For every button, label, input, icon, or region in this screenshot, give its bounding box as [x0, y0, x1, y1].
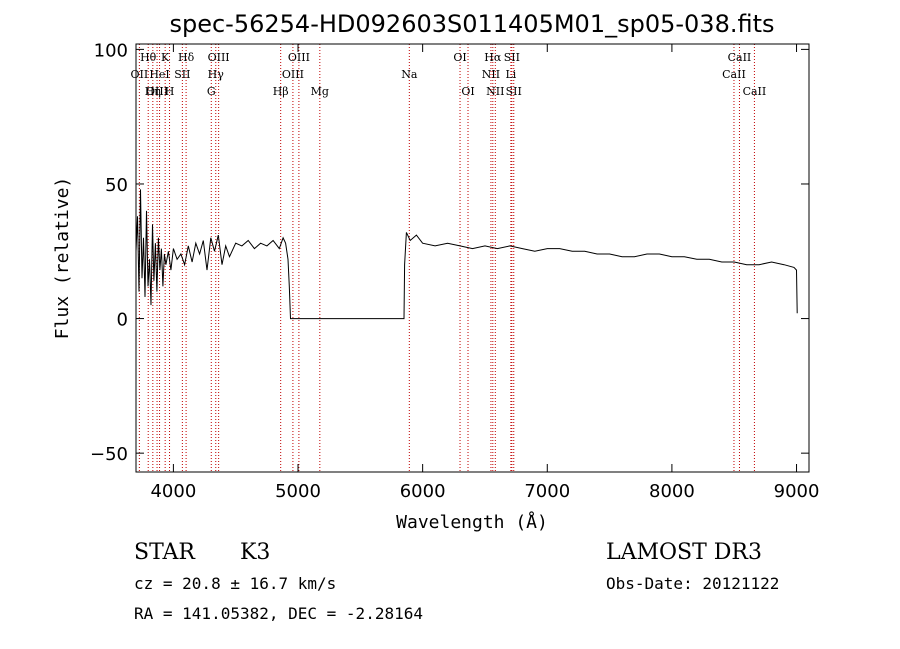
line-label-3: K — [161, 51, 170, 64]
line-label-18: OI — [461, 85, 474, 98]
line-label-6: SII — [174, 68, 190, 81]
line-label-10: Hγ — [208, 68, 225, 81]
spectrum-line — [135, 189, 798, 320]
y-tick-label-0: 100 — [94, 40, 128, 61]
line-label-5: Hη — [145, 85, 161, 98]
line-label-21: NII — [482, 68, 500, 81]
spectrum-series — [135, 189, 798, 320]
object-subclass: K3 — [240, 540, 270, 565]
plot-frame — [135, 43, 810, 473]
line-label-15: Mg — [311, 85, 329, 98]
y-axis-label: Flux (relative) — [52, 177, 73, 340]
spectral-line-markers — [138, 44, 755, 472]
y-tick-label-2: 0 — [117, 310, 128, 331]
obs-date-text: Obs-Date: 20121122 — [606, 574, 779, 593]
x-tick-label-0: 4000 — [150, 481, 196, 502]
y-axis: 100 50 0 −50 — [90, 40, 809, 465]
line-label-0: Hθ — [140, 51, 157, 64]
spectral-line-labels: Hθ OII OIII K HeI Hη SII H Hδ OIII Hγ G OIII OIII Hβ Mg… — [131, 51, 767, 98]
y-tick-label-3: −50 — [90, 444, 128, 465]
coordinates-text: RA = 141.05382, DEC = -2.28164 — [134, 604, 423, 623]
survey-name: LAMOST DR3 — [606, 540, 762, 565]
line-label-8: Hδ — [178, 51, 195, 64]
line-label-27: CaII — [743, 85, 767, 98]
x-tick-label-4: 8000 — [649, 481, 695, 502]
line-label-20: SII — [504, 51, 520, 64]
x-axis-label: Wavelength (Å) — [396, 511, 548, 533]
x-axis: 4000 5000 6000 7000 8000 9000 — [150, 44, 819, 502]
line-label-19: Hα — [484, 51, 502, 64]
line-label-7: H — [165, 85, 175, 98]
line-label-16: Na — [401, 68, 418, 81]
line-label-23: NII — [486, 85, 504, 98]
line-label-11: G — [207, 85, 216, 98]
chart-title: spec-56254-HD092603S011405M01_sp05-038.f… — [169, 10, 774, 38]
line-label-13: OIII — [282, 68, 304, 81]
x-tick-label-2: 6000 — [400, 481, 446, 502]
redshift-text: cz = 20.8 ± 16.7 km/s — [134, 574, 336, 593]
line-label-14: Hβ — [273, 85, 289, 98]
line-label-1: OII — [131, 68, 149, 81]
x-tick-label-1: 5000 — [275, 481, 321, 502]
y-tick-label-1: 50 — [105, 175, 128, 196]
line-label-12: OIII — [288, 51, 310, 64]
x-tick-label-3: 7000 — [524, 481, 570, 502]
line-label-24: SII — [506, 85, 522, 98]
object-class: STAR — [134, 540, 196, 565]
line-label-22: Li — [505, 68, 516, 81]
x-tick-label-5: 9000 — [774, 481, 820, 502]
line-label-4: HeI — [149, 68, 169, 81]
line-label-25: CaII — [728, 51, 752, 64]
line-label-17: OI — [453, 51, 466, 64]
line-label-2: OIII — [146, 85, 168, 98]
line-label-26: CaII — [722, 68, 746, 81]
line-label-9: OIII — [208, 51, 230, 64]
